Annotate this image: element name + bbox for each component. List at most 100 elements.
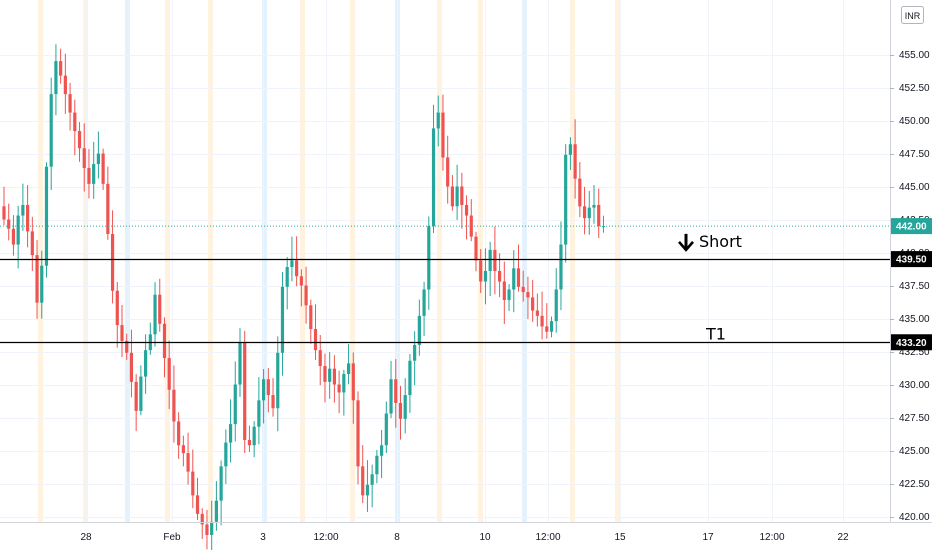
candle-body bbox=[559, 244, 563, 290]
candle-down bbox=[186, 432, 190, 485]
price-tick-label: 435.00 bbox=[899, 314, 930, 325]
price-box-bg bbox=[891, 218, 932, 235]
time-tick-label: 10 bbox=[479, 532, 491, 543]
candle-down bbox=[7, 203, 11, 241]
candle-up bbox=[96, 131, 100, 179]
candle-down bbox=[120, 304, 124, 358]
candle-body bbox=[408, 360, 412, 396]
candle-up bbox=[384, 401, 388, 454]
candle-body bbox=[162, 323, 167, 359]
candle-up bbox=[483, 248, 488, 305]
time-axis[interactable]: 28 Feb 3 12:00 8 10 12:00 15 17 12:00 22 bbox=[80, 532, 849, 543]
candle-body bbox=[2, 206, 6, 220]
candle-body bbox=[582, 206, 587, 219]
candle-body bbox=[309, 305, 313, 330]
candle-body bbox=[205, 524, 209, 535]
candle-body bbox=[427, 226, 431, 290]
candle-body bbox=[507, 289, 511, 301]
candle-body bbox=[299, 276, 303, 286]
candle-body bbox=[115, 290, 119, 326]
candle-up bbox=[554, 268, 558, 333]
plot-background bbox=[0, 0, 890, 522]
candle-body bbox=[63, 75, 67, 95]
candle-body bbox=[422, 289, 426, 316]
price-box-bg bbox=[891, 334, 932, 351]
candle-down bbox=[191, 449, 195, 509]
candle-body bbox=[228, 424, 233, 443]
candle-up bbox=[408, 354, 412, 413]
candle-up bbox=[252, 421, 256, 458]
candle-body bbox=[455, 186, 459, 207]
candle-down bbox=[332, 355, 336, 403]
currency-badge[interactable]: INR bbox=[901, 6, 924, 24]
candle-up bbox=[455, 164, 459, 221]
candle-body bbox=[200, 513, 204, 525]
candle-body bbox=[271, 395, 275, 409]
candle-down bbox=[309, 299, 313, 344]
candle-body bbox=[280, 286, 285, 353]
horizontal-lines bbox=[0, 225, 890, 344]
candle-body bbox=[526, 292, 530, 298]
candle-body bbox=[257, 400, 261, 427]
candle-body bbox=[172, 389, 176, 422]
candle-down bbox=[134, 374, 138, 432]
candle-down bbox=[582, 186, 587, 235]
price-box-label: 439.50 bbox=[896, 255, 927, 266]
candle-up bbox=[370, 464, 374, 508]
candle-down bbox=[195, 477, 200, 520]
candle-body bbox=[125, 340, 129, 353]
session-band bbox=[262, 0, 267, 522]
candle-body bbox=[21, 204, 25, 216]
candle-body bbox=[304, 285, 308, 306]
candle-up bbox=[238, 328, 242, 397]
price-tick-label: 422.50 bbox=[899, 479, 930, 490]
candle-body bbox=[252, 426, 256, 446]
candle-down bbox=[441, 94, 445, 171]
candle-body bbox=[394, 379, 398, 403]
price-tick-label: 437.50 bbox=[899, 281, 930, 292]
candle-down bbox=[502, 261, 506, 324]
t1-label: T1 bbox=[705, 325, 726, 344]
candle-body bbox=[195, 495, 200, 514]
candle-down bbox=[535, 293, 539, 327]
candle-down bbox=[446, 135, 450, 204]
candle-body bbox=[49, 94, 53, 167]
candle-body bbox=[498, 270, 502, 282]
candle-body bbox=[59, 61, 63, 76]
candle-up bbox=[559, 221, 563, 311]
candle-body bbox=[11, 228, 16, 245]
candle-up bbox=[49, 77, 53, 191]
candle-body bbox=[295, 260, 299, 277]
candle-up bbox=[210, 500, 214, 550]
candle-down bbox=[110, 210, 115, 304]
candle-body bbox=[441, 112, 445, 158]
candle-up bbox=[153, 282, 157, 347]
candle-down bbox=[460, 172, 464, 229]
level-price-box: 439.50 bbox=[891, 251, 932, 268]
candle-body bbox=[92, 164, 96, 184]
candle-up bbox=[365, 460, 370, 512]
candle-up bbox=[436, 95, 440, 147]
candle-down bbox=[30, 216, 34, 272]
candle-body bbox=[290, 260, 294, 268]
price-tick-label: 455.00 bbox=[899, 50, 930, 61]
candle-body bbox=[167, 358, 171, 390]
price-box-bg bbox=[891, 251, 932, 268]
candle-body bbox=[592, 204, 596, 208]
candle-down bbox=[545, 303, 549, 339]
candle-down bbox=[115, 282, 119, 348]
candle-up bbox=[224, 429, 228, 485]
candle-down bbox=[304, 266, 308, 324]
candle-body bbox=[464, 204, 469, 216]
candle-up bbox=[257, 377, 261, 445]
price-axis[interactable]: 455.00452.50450.00447.50445.00442.50440.… bbox=[890, 50, 930, 523]
candle-body bbox=[488, 249, 492, 271]
arrow-head bbox=[678, 241, 694, 252]
candle-down bbox=[205, 509, 209, 550]
candle-up bbox=[328, 352, 332, 399]
candle-down bbox=[516, 244, 521, 292]
currency-badge-box bbox=[901, 6, 924, 24]
candle-body bbox=[554, 289, 558, 322]
session-bands bbox=[38, 0, 620, 522]
